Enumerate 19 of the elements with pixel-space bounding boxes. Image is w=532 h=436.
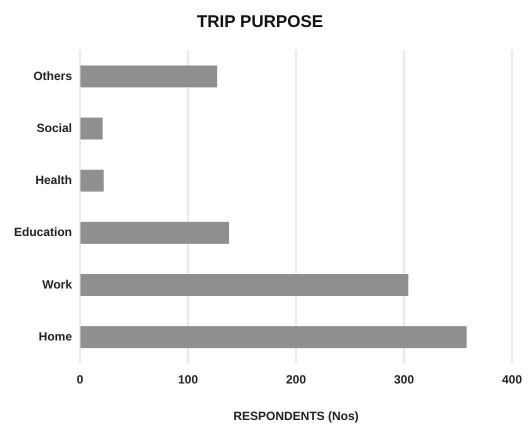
- x-tick-label: 200: [286, 372, 306, 387]
- y-tick-label: Others: [33, 68, 72, 83]
- x-tick-label: 300: [394, 372, 414, 387]
- bar: [80, 170, 104, 192]
- bar: [80, 222, 230, 244]
- x-axis-title: RESPONDENTS (Nos): [233, 409, 359, 424]
- x-tick-label: 400: [502, 372, 522, 387]
- bar: [80, 274, 408, 296]
- y-tick-label: Work: [42, 277, 72, 292]
- chart-title: TRIP PURPOSE: [196, 12, 324, 31]
- y-tick-label: Education: [14, 225, 72, 240]
- bar: [80, 326, 467, 348]
- x-tick-label: 0: [76, 372, 84, 387]
- bar: [80, 66, 218, 88]
- y-tick-label: Home: [38, 329, 72, 344]
- y-tick-label: Health: [35, 173, 72, 188]
- bar: [80, 118, 103, 140]
- x-tick-label: 100: [178, 372, 198, 387]
- y-tick-label: Social: [36, 120, 72, 135]
